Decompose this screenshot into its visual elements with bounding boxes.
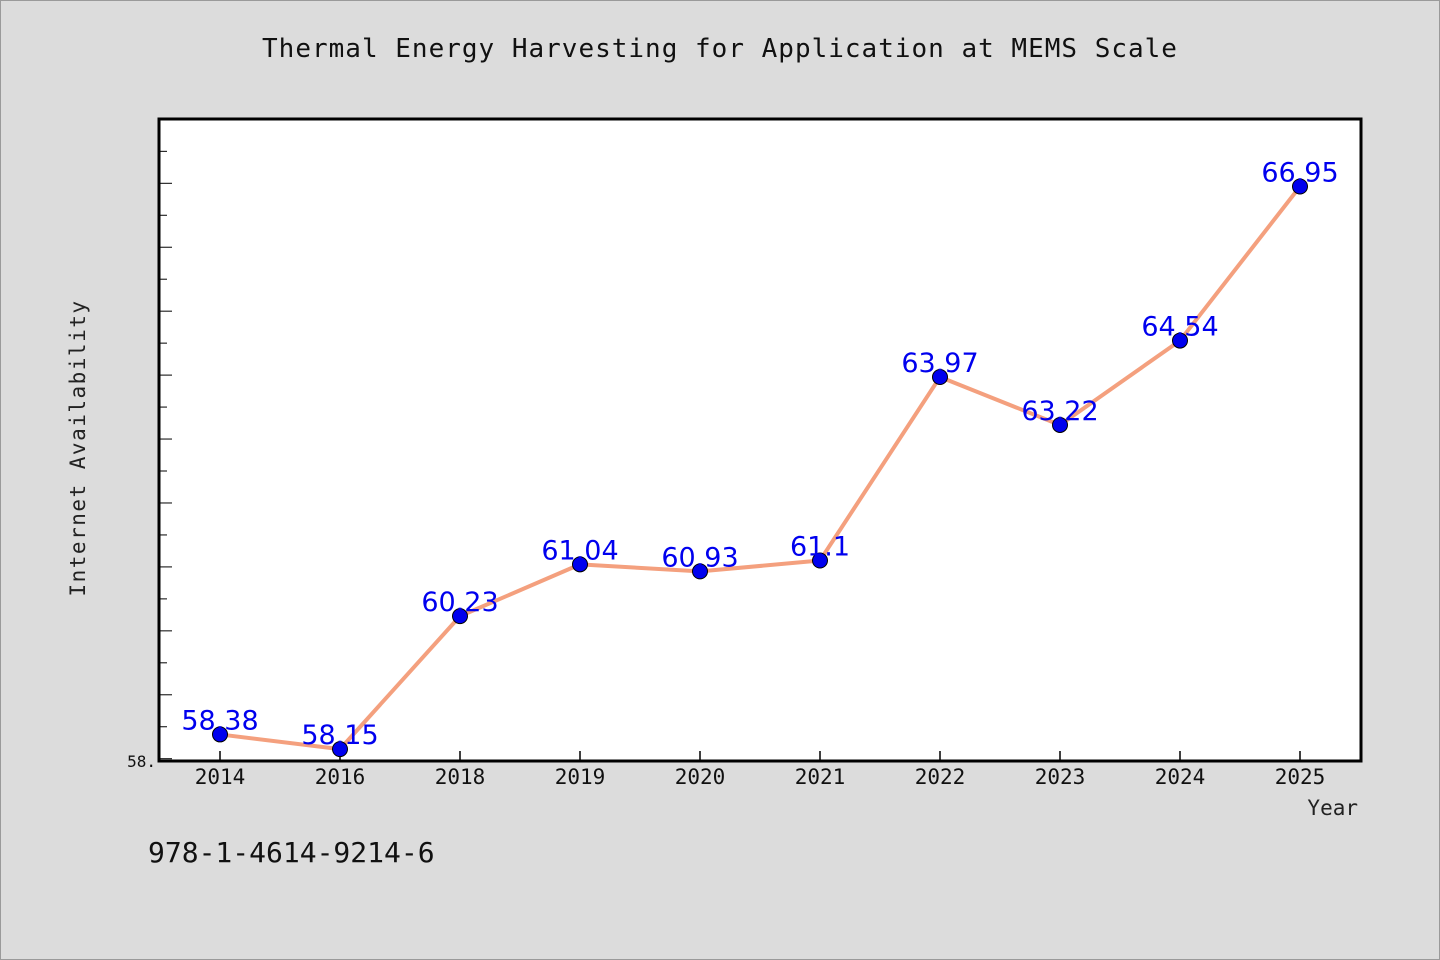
data-point	[572, 556, 588, 573]
data-label: 64.54	[1141, 312, 1218, 343]
series-line	[218, 184, 1302, 752]
data-label: 63.97	[901, 348, 978, 379]
data-point	[1172, 332, 1188, 349]
data-point	[812, 552, 828, 569]
x-tick-label: 2025	[1275, 765, 1326, 789]
data-point	[452, 608, 468, 625]
data-point	[932, 369, 948, 386]
data-label: 61.1	[790, 532, 850, 563]
data-label: 66.95	[1261, 157, 1338, 188]
series-line-group	[218, 184, 1302, 752]
x-tick-label: 2020	[675, 765, 726, 789]
x-tick-label: 2023	[1035, 765, 1086, 789]
data-label: 61.04	[541, 535, 618, 566]
x-axis-label: Year	[1307, 796, 1358, 820]
x-tick-label: 2021	[795, 765, 846, 789]
data-label: 63.22	[1021, 396, 1098, 427]
x-tick-label: 2014	[195, 765, 246, 789]
y-tick-label: 58.	[127, 752, 156, 771]
x-tick-label: 2016	[315, 765, 366, 789]
x-tick-label: 2018	[435, 765, 486, 789]
x-tick-label: 2019	[555, 765, 606, 789]
series-points-group	[212, 178, 1308, 758]
data-point	[692, 563, 708, 580]
data-label: 58.15	[301, 720, 378, 751]
data-point	[1292, 178, 1308, 195]
x-tick-label: 2022	[915, 765, 966, 789]
data-point	[332, 741, 348, 758]
x-tick-label: 2024	[1155, 765, 1206, 789]
chart-title: Thermal Energy Harvesting for Applicatio…	[262, 34, 1178, 64]
data-point	[212, 726, 228, 743]
data-label: 60.23	[421, 587, 498, 618]
plot-area	[157, 117, 1363, 763]
data-label: 60.93	[661, 542, 738, 573]
data-labels-group: 58.38 58.15 60.23 61.04 60.93 61.1 63.97 63.22 6…	[181, 157, 1338, 751]
data-point	[1052, 416, 1068, 433]
data-label: 58.38	[181, 705, 258, 736]
x-axis-ticks: 2014 2016 2018 2019 2020 2021 2022 2023 2024 2025	[195, 751, 1326, 789]
isbn-text: 978-1-4614-9214-6	[148, 836, 435, 869]
y-axis-ticks	[160, 150, 172, 760]
